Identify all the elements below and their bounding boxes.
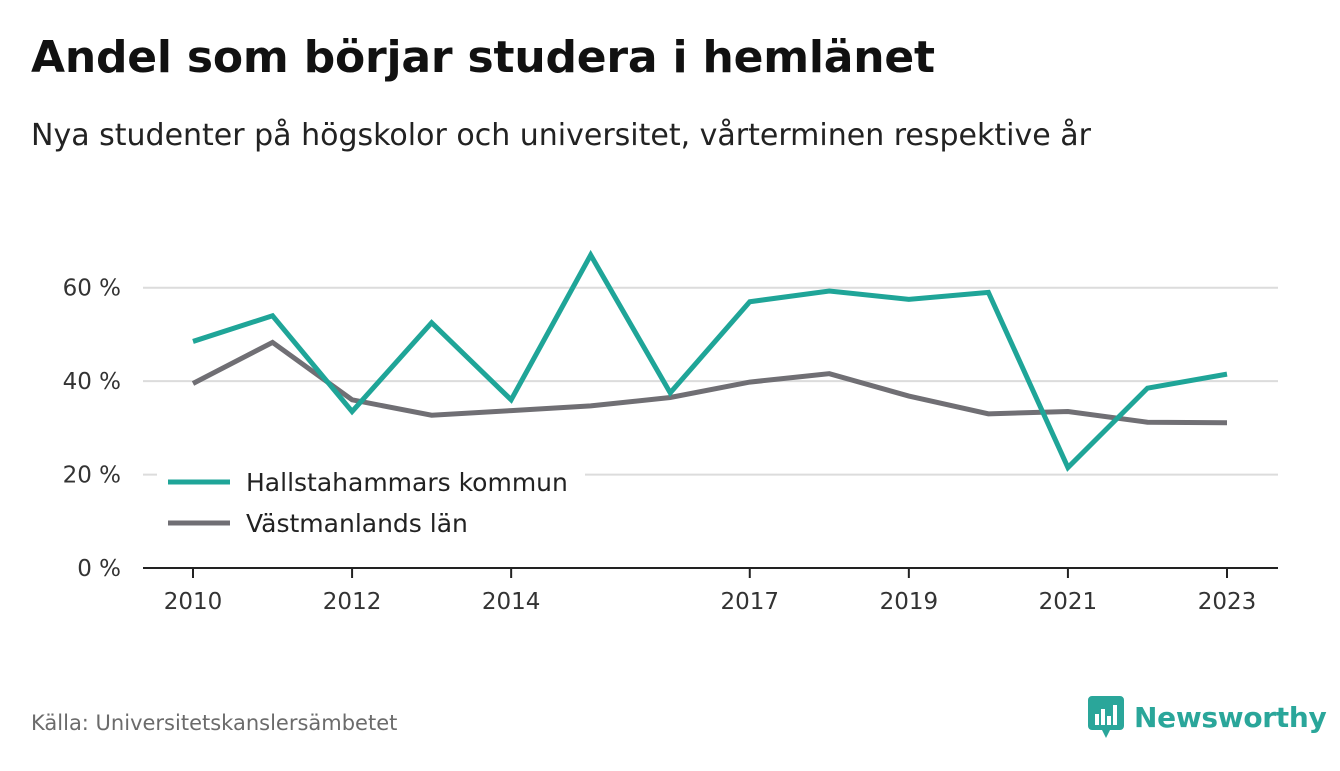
source-note: Källa: Universitetskanslersämbetet <box>31 711 398 735</box>
x-tick-label: 2014 <box>482 589 541 615</box>
bar-chart-logo-icon <box>1088 696 1124 738</box>
x-tick-label: 2023 <box>1198 589 1257 615</box>
gridlines <box>143 286 1278 476</box>
x-tick-label: 2010 <box>164 589 223 615</box>
legend-background <box>157 461 585 545</box>
y-tick-label: 0 % <box>77 556 121 582</box>
chart-title: Andel som börjar studera i hemlänet <box>31 32 935 83</box>
legend-label: Västmanlands län <box>246 509 468 538</box>
series-line-0 <box>192 249 1228 472</box>
chart-subtitle: Nya studenter på högskolor och universit… <box>31 118 1091 153</box>
y-tick-label: 20 % <box>63 463 121 489</box>
brand-logo[interactable]: Newsworthy <box>1088 696 1327 738</box>
y-axis-tick-labels: 0 % 20 % 40 % 60 % <box>63 276 121 582</box>
x-axis: 2010 2012 2014 2017 2019 2021 2023 <box>143 567 1278 615</box>
y-tick-label: 40 % <box>63 369 121 395</box>
series-line-1 <box>191 339 1228 426</box>
legend: Hallstahammars kommun Västmanlands län <box>157 461 585 545</box>
brand-name: Newsworthy <box>1134 700 1327 734</box>
x-tick-label: 2012 <box>323 589 382 615</box>
x-tick-label: 2021 <box>1039 589 1098 615</box>
series-lines <box>191 249 1228 472</box>
line-chart: 0 % 20 % 40 % 60 % 2010 2012 2014 2017 2019 2021… <box>63 249 1278 615</box>
legend-label: Hallstahammars kommun <box>246 468 568 497</box>
y-tick-label: 60 % <box>63 276 121 302</box>
x-tick-label: 2019 <box>880 589 939 615</box>
x-tick-label: 2017 <box>720 589 779 615</box>
